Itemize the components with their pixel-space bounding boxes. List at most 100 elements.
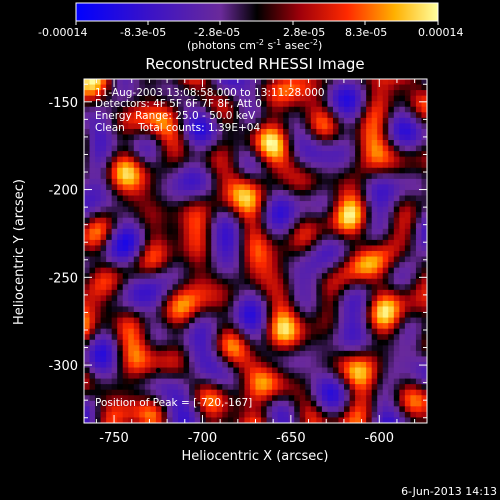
heatmap-cell [272, 334, 279, 341]
heatmap-cell [283, 323, 290, 330]
heatmap-cell [415, 140, 423, 147]
heatmap-cell [211, 273, 218, 280]
heatmap-cell [344, 223, 351, 230]
heatmap-cell [415, 300, 423, 308]
heatmap-cell [360, 123, 367, 130]
heatmap-cell [144, 212, 151, 219]
heatmap-cell [299, 239, 306, 247]
heatmap-cell [150, 328, 157, 335]
heatmap-cell [200, 295, 207, 302]
heatmap-cell [161, 112, 168, 119]
heatmap-cell [327, 411, 334, 419]
heatmap-cell [205, 212, 212, 219]
heatmap-cell [421, 167, 427, 174]
heatmap-cell [355, 395, 362, 402]
heatmap-cell [84, 384, 91, 391]
heatmap-cell [349, 123, 356, 130]
heatmap-cell [305, 411, 312, 419]
heatmap-cell [310, 278, 317, 285]
heatmap-cell [360, 195, 367, 202]
heatmap-cell [360, 178, 367, 186]
heatmap-cell [189, 178, 196, 186]
heatmap-cell [310, 262, 317, 269]
heatmap-cell [178, 339, 185, 346]
heatmap-cell [366, 167, 373, 174]
heatmap-cell [344, 117, 351, 124]
heatmap-cell [338, 295, 345, 302]
heatmap-cell [233, 212, 240, 219]
heatmap-cell [277, 201, 284, 208]
heatmap-cell [183, 106, 190, 113]
heatmap-cell [194, 123, 201, 130]
heatmap-cell [155, 223, 163, 230]
heatmap-cell [366, 317, 373, 324]
heatmap-cell [89, 145, 96, 152]
heatmap-cell [155, 217, 163, 224]
heatmap-cell [133, 245, 140, 252]
heatmap-cell [111, 289, 118, 296]
heatmap-cell [133, 95, 140, 102]
heatmap-cell [100, 417, 107, 423]
heatmap-cell [211, 228, 218, 235]
heatmap-cell [172, 90, 179, 97]
heatmap-cell [189, 223, 196, 230]
heatmap-cell [421, 400, 427, 407]
heatmap-cell [89, 323, 96, 330]
heatmap-cell [166, 251, 174, 258]
heatmap-cell [144, 295, 151, 302]
heatmap-cell [144, 334, 151, 341]
heatmap-cell [122, 400, 129, 407]
heatmap-cell [172, 361, 179, 369]
heatmap-cell [410, 173, 417, 180]
heatmap-cell [360, 212, 367, 219]
heatmap-cell [189, 134, 196, 141]
heatmap-cell [371, 284, 378, 291]
heatmap-cell [393, 134, 400, 141]
heatmap-cell [216, 262, 223, 269]
heatmap-cell [255, 289, 262, 296]
heatmap-cell [421, 289, 427, 296]
heatmap-cell [366, 323, 373, 330]
heatmap-cell [355, 356, 362, 363]
heatmap-cell [144, 195, 151, 202]
heatmap-cell [144, 134, 151, 141]
heatmap-cell [89, 278, 96, 285]
heatmap-cell [133, 123, 140, 130]
heatmap-cell [404, 189, 411, 197]
heatmap-cell [216, 201, 223, 208]
heatmap-cell [404, 156, 411, 163]
heatmap-cell [128, 212, 135, 219]
heatmap-cell [421, 223, 427, 230]
heatmap-cell [299, 417, 306, 423]
heatmap-cell [344, 384, 351, 391]
heatmap-cell [166, 178, 174, 186]
heatmap-cell [377, 406, 384, 413]
heatmap-cell [332, 251, 340, 258]
heatmap-cell [294, 106, 301, 113]
heatmap-cell [95, 101, 102, 108]
heatmap-cell [299, 167, 306, 174]
heatmap-cell [249, 273, 257, 280]
heatmap-cell [222, 223, 229, 230]
heatmap-cell [421, 189, 427, 197]
heatmap-cell [155, 417, 163, 423]
heatmap-cell [244, 251, 251, 258]
heatmap-cell [139, 278, 146, 285]
heatmap-cell [233, 156, 240, 163]
heatmap-cell [310, 178, 317, 186]
heatmap-cell [382, 134, 389, 141]
heatmap-cell [316, 300, 323, 308]
heatmap-cell [144, 145, 151, 152]
heatmap-cell [349, 356, 356, 363]
heatmap-cell [172, 367, 179, 374]
heatmap-cell [299, 128, 306, 136]
heatmap-cell [100, 312, 107, 319]
heatmap-cell [338, 128, 345, 136]
heatmap-cell [161, 267, 168, 274]
heatmap-cell [305, 84, 312, 91]
heatmap-cell [377, 223, 384, 230]
heatmap-cell [95, 84, 102, 91]
heatmap-cell [161, 195, 168, 202]
heatmap-cell [388, 217, 395, 224]
heatmap-cell [255, 317, 262, 324]
